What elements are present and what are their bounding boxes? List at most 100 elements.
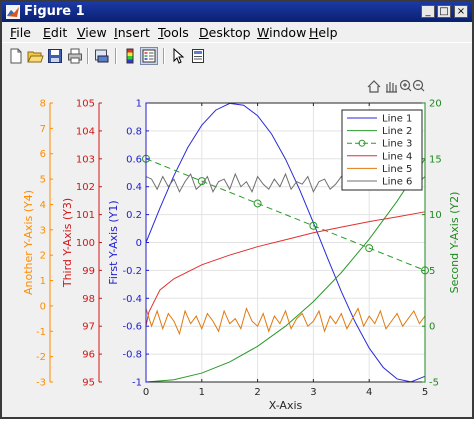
y1-tick-label: 1 xyxy=(136,99,142,110)
legend-entry-3: Line 3 xyxy=(382,139,412,150)
zoom-in-icon[interactable] xyxy=(399,79,411,91)
y2-tick-label: 15 xyxy=(429,154,442,165)
y3-tick-label: 97 xyxy=(82,322,95,333)
maximize-button[interactable]: □ xyxy=(437,5,451,18)
y4-tick-label: -2 xyxy=(36,352,46,363)
y3-tick-label: 104 xyxy=(76,126,95,137)
y1-axis-label: First Y-Axis (Y1) xyxy=(107,200,120,284)
menu-desktop[interactable]: Desktop xyxy=(199,25,251,40)
y2-axis-label: Second Y-Axis (Y2) xyxy=(448,192,461,294)
series-line-4 xyxy=(145,211,426,327)
series-3-marker xyxy=(365,244,374,253)
y2-tick-label: 10 xyxy=(429,210,442,221)
y4-tick-label: -3 xyxy=(36,378,46,389)
x-tick-label: 5 xyxy=(422,387,428,398)
x-tick-label: 4 xyxy=(366,387,372,398)
y2-tick-label: 20 xyxy=(429,99,442,110)
series-line-1 xyxy=(145,102,426,383)
x-tick-label: 1 xyxy=(199,387,205,398)
y1-tick-label: -0.2 xyxy=(122,266,142,277)
colorbar-icon[interactable] xyxy=(121,47,139,65)
y3-tick-label: 102 xyxy=(76,182,95,193)
menu-file[interactable]: File xyxy=(10,25,31,40)
y4-tick-label: 5 xyxy=(40,175,46,186)
y3-tick-label: 100 xyxy=(76,238,95,249)
legend-entry-2: Line 2 xyxy=(382,126,412,137)
home-icon[interactable] xyxy=(367,80,381,93)
y3-tick-label: 99 xyxy=(82,266,95,277)
menu-help[interactable]: Help xyxy=(309,25,338,40)
menu-window[interactable]: Window xyxy=(257,25,307,40)
figure-canvas: 0 1 2 3 4 5 X-Axis -1 -0.8 -0.6 -0.4 -0.2 0 0.2 0.4 0.6… xyxy=(2,69,472,417)
legend-marker-3 xyxy=(358,139,366,147)
y3-tick-label: 95 xyxy=(82,378,95,389)
plot-area[interactable]: 0 1 2 3 4 5 X-Axis -1 -0.8 -0.6 -0.4 -0.2 0 0.2 0.4 0.6… xyxy=(2,69,472,417)
y4-tick-label: 6 xyxy=(40,149,46,160)
legend-icon[interactable] xyxy=(140,47,158,65)
x-tick-label: 3 xyxy=(310,387,316,398)
zoom-out-icon[interactable] xyxy=(412,79,424,91)
minimize-button[interactable]: _ xyxy=(421,5,435,18)
print-preview-icon[interactable] xyxy=(93,47,111,65)
y4-tick-label: 1 xyxy=(40,276,46,287)
new-figure-icon[interactable] xyxy=(7,47,25,65)
open-file-icon[interactable] xyxy=(26,47,44,65)
y3-tick-label: 96 xyxy=(82,350,95,361)
toolbar-separator xyxy=(163,48,165,64)
menu-view[interactable]: View xyxy=(77,25,107,40)
y4-tick-label: 3 xyxy=(40,225,46,236)
y1-tick-label: 0.8 xyxy=(126,126,142,137)
y2-tick-label: -5 xyxy=(429,378,439,389)
y1-tick-label: -0.6 xyxy=(122,322,142,333)
figure-toolbar xyxy=(2,42,472,70)
series-3-marker xyxy=(253,199,262,208)
y4-axis-label: Another Y-Axis (Y4) xyxy=(22,190,35,295)
toolbar-separator xyxy=(115,48,117,64)
y1-tick-label: 0.4 xyxy=(126,182,142,193)
y4-tick-label: 4 xyxy=(40,200,46,211)
x-axis-label: X-Axis xyxy=(269,399,303,412)
y2-tick-label: 0 xyxy=(429,322,435,333)
x-tick-label: 0 xyxy=(143,387,149,398)
menu-edit[interactable]: Edit xyxy=(43,25,68,40)
y2-tick-label: 5 xyxy=(429,266,435,277)
legend-entry-6: Line 6 xyxy=(382,177,412,188)
y3-tick-label: 101 xyxy=(76,210,95,221)
y1-tick-label: -0.4 xyxy=(122,294,142,305)
legend-box[interactable] xyxy=(341,109,423,191)
pointer-icon[interactable] xyxy=(169,47,187,65)
zoom-in-icon-glyph[interactable] xyxy=(403,83,412,92)
toolbar-separator xyxy=(87,48,89,64)
window-title: Figure 1 xyxy=(24,4,85,19)
legend-entry-5: Line 5 xyxy=(382,164,412,175)
y3-tick-label: 98 xyxy=(82,294,95,305)
close-button[interactable]: × xyxy=(454,5,468,18)
y1-tick-label: 0 xyxy=(136,238,142,249)
menu-insert[interactable]: Insert xyxy=(114,25,150,40)
y3-tick-label: 103 xyxy=(76,154,95,165)
y1-tick-label: 0.6 xyxy=(126,154,142,165)
series-line-2 xyxy=(145,158,426,383)
legend-entry-4: Line 4 xyxy=(382,151,412,162)
legend-entry-1: Line 1 xyxy=(382,114,412,125)
menu-tools[interactable]: Tools xyxy=(158,25,189,40)
pan-icon[interactable] xyxy=(386,82,397,93)
save-icon[interactable] xyxy=(46,47,64,65)
print-icon[interactable] xyxy=(66,47,84,65)
y1-tick-label: -1 xyxy=(132,378,142,389)
property-editor-icon[interactable] xyxy=(189,47,207,65)
y1-tick-label: 0.2 xyxy=(126,210,142,221)
y3-axis-label: Third Y-Axis (Y3) xyxy=(61,198,74,288)
zoom-out-icon-glyph[interactable] xyxy=(416,84,425,92)
series-line-5 xyxy=(145,306,426,336)
x-tick-label: 2 xyxy=(254,387,260,398)
matlab-logo-icon xyxy=(6,5,20,19)
series-line-3 xyxy=(145,158,426,271)
y4-tick-label: 7 xyxy=(40,124,46,135)
y4-tick-label: -1 xyxy=(36,327,46,338)
y4-tick-label: 2 xyxy=(40,251,46,262)
title-bar[interactable]: Figure 1 _ □ × xyxy=(2,2,472,22)
y4-tick-label: 8 xyxy=(40,99,46,110)
series-3-marker xyxy=(309,221,318,230)
